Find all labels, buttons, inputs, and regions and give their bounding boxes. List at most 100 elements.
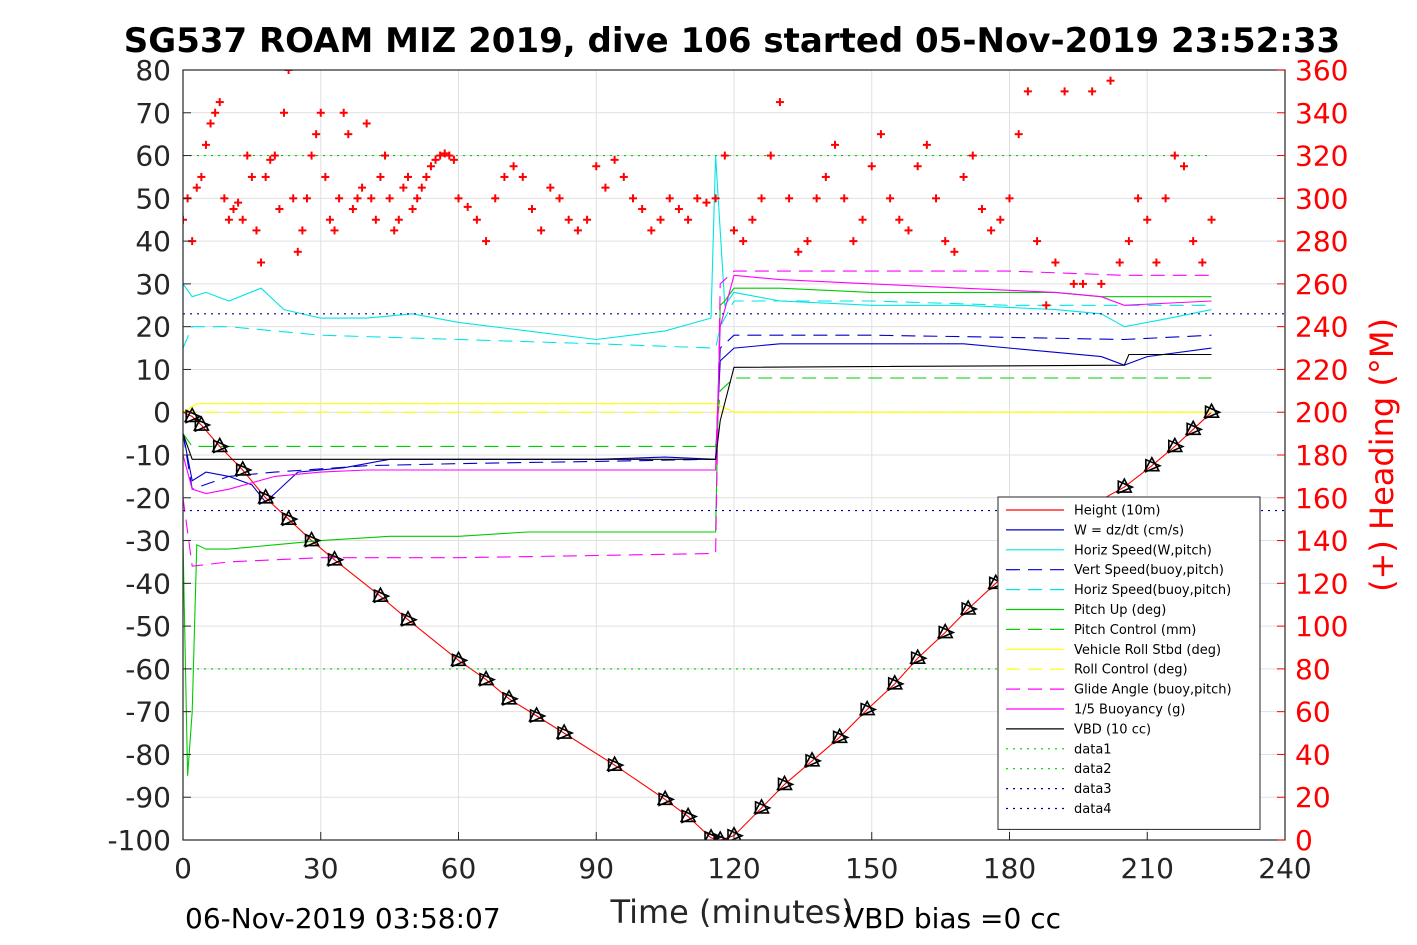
heading-marker <box>252 226 261 235</box>
heading-marker <box>821 172 830 181</box>
heading-marker <box>335 194 344 203</box>
depth-marker <box>776 774 795 792</box>
heading-marker <box>353 194 362 203</box>
depth-marker <box>399 610 419 627</box>
heading-marker <box>417 183 426 192</box>
heading-marker <box>243 151 252 160</box>
heading-marker <box>858 215 867 224</box>
heading-marker <box>275 205 284 214</box>
depth-marker-right <box>304 533 322 548</box>
y2-tick-label: 160 <box>1295 482 1348 515</box>
depth-marker <box>886 674 905 692</box>
heading-marker <box>491 194 500 203</box>
depth-marker <box>936 622 956 640</box>
depth-marker <box>500 689 520 707</box>
heading-marker <box>1005 194 1014 203</box>
y-tick-label: 20 <box>135 311 171 344</box>
depth-marker <box>831 727 850 745</box>
x-tick-label: 30 <box>303 852 339 885</box>
heading-marker <box>348 205 357 214</box>
heading-marker <box>371 215 380 224</box>
heading-marker <box>941 237 950 246</box>
heading-marker <box>610 155 619 164</box>
heading-marker <box>211 108 220 117</box>
y-tick-label: 60 <box>135 140 171 173</box>
depth-marker <box>528 706 547 724</box>
depth-marker-right <box>1204 405 1222 420</box>
heading-marker <box>266 155 275 164</box>
y2-tick-label: 260 <box>1295 268 1348 301</box>
heading-marker <box>440 149 449 158</box>
depth-marker <box>909 648 928 666</box>
heading-marker <box>1124 237 1133 246</box>
legend-label: Horiz Speed(W,pitch) <box>1074 543 1212 558</box>
heading-marker <box>867 162 876 171</box>
y2-tick-label: 140 <box>1295 525 1348 558</box>
x-tick-label: 240 <box>1258 852 1311 885</box>
depth-marker <box>803 751 823 769</box>
y-tick-label: -40 <box>125 567 171 600</box>
y2-tick-label: 40 <box>1295 738 1331 771</box>
heading-marker <box>238 215 247 224</box>
y2-tick-label: 340 <box>1295 97 1348 130</box>
heading-marker <box>224 215 233 224</box>
heading-marker <box>316 108 325 117</box>
y-tick-label: -70 <box>125 696 171 729</box>
heading-marker <box>367 194 376 203</box>
heading-marker <box>312 130 321 139</box>
heading-marker <box>1060 87 1069 96</box>
heading-marker <box>220 194 229 203</box>
depth-marker-right <box>938 625 956 640</box>
heading-marker <box>895 215 904 224</box>
depth-marker <box>679 806 699 824</box>
heading-marker <box>702 198 711 207</box>
depth-marker-right <box>713 832 731 840</box>
depth-marker-right <box>961 601 979 617</box>
heading-marker <box>472 215 481 224</box>
heading-marker <box>422 172 431 181</box>
depth-marker <box>959 599 979 617</box>
heading-marker <box>619 172 628 181</box>
heading-marker <box>413 194 422 203</box>
legend-label: Vehicle Roll Stbd (deg) <box>1074 643 1221 658</box>
right-axis-label: (+) Heading (°M) <box>1363 318 1401 592</box>
heading-marker <box>390 226 399 235</box>
series-line-1 <box>183 343 1212 503</box>
heading-marker <box>904 226 913 235</box>
heading-marker <box>289 194 298 203</box>
depth-marker <box>606 755 625 773</box>
depth-marker-right <box>281 511 299 527</box>
depth-marker-right <box>194 417 212 433</box>
depth-marker-right <box>1145 458 1162 473</box>
heading-marker <box>302 194 311 203</box>
heading-marker <box>757 194 766 203</box>
heading-marker <box>812 194 821 203</box>
heading-marker <box>537 226 546 235</box>
y2-tick-label: 20 <box>1295 781 1331 814</box>
legend-box <box>997 496 1261 830</box>
legend-label: W = dz/dt (cm/s) <box>1074 523 1184 538</box>
depth-marker-right <box>754 800 772 816</box>
depth-marker-right <box>212 439 230 454</box>
heading-marker <box>1143 215 1152 224</box>
depth-marker <box>555 723 575 741</box>
legend-label: Glide Angle (buoy,pitch) <box>1074 683 1232 698</box>
heading-marker <box>1134 194 1143 203</box>
heading-marker <box>794 247 803 256</box>
depth-marker-right <box>988 576 1006 591</box>
legend-label: Height (10m) <box>1074 504 1160 519</box>
heading-marker <box>463 202 472 211</box>
y2-tick-label: 240 <box>1295 311 1348 344</box>
heading-marker <box>358 183 367 192</box>
depth-marker-right <box>681 809 699 824</box>
heading-marker <box>1033 237 1042 246</box>
depth-marker <box>1115 477 1135 495</box>
heading-marker <box>840 194 849 203</box>
heading-marker <box>527 205 536 214</box>
heading-marker <box>1115 258 1124 267</box>
depth-marker <box>1166 436 1185 454</box>
heading-marker <box>720 151 729 160</box>
y2-tick-label: 180 <box>1295 439 1348 472</box>
heading-marker <box>234 198 243 207</box>
